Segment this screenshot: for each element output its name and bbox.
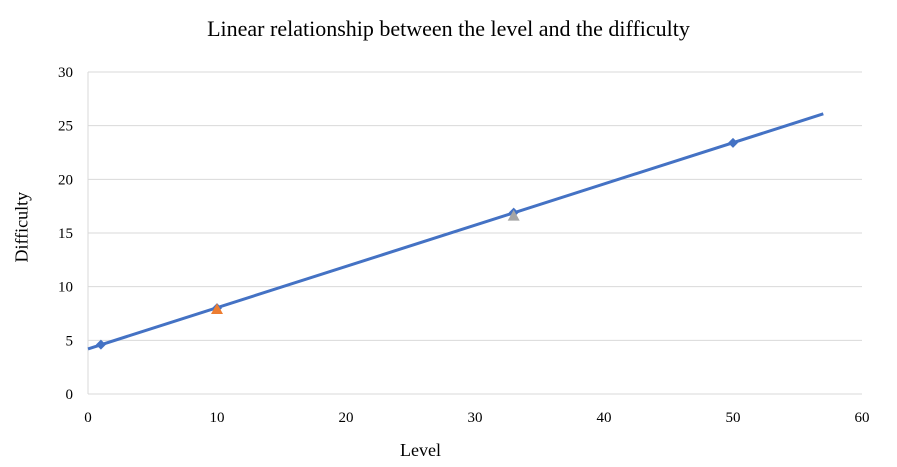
data-point-triangle xyxy=(507,209,520,221)
y-tick-label: 30 xyxy=(58,65,73,81)
y-tick-label: 10 xyxy=(58,280,73,296)
y-tick-label: 15 xyxy=(58,226,73,242)
x-tick-label: 60 xyxy=(855,410,870,426)
x-tick-labels: 0 10 20 30 40 50 60 xyxy=(84,410,869,426)
data-point-diamond xyxy=(728,137,738,148)
gridlines xyxy=(87,71,862,395)
x-tick-label: 40 xyxy=(597,410,612,426)
x-axis-label: Level xyxy=(400,440,441,460)
y-tick-labels: 0 5 10 15 20 25 30 xyxy=(58,65,73,403)
chart-title: Linear relationship between the level an… xyxy=(207,16,690,41)
x-tick-label: 10 xyxy=(210,410,225,426)
y-tick-label: 5 xyxy=(66,333,74,349)
y-tick-label: 20 xyxy=(58,172,73,188)
y-tick-label: 25 xyxy=(58,119,73,135)
x-tick-label: 30 xyxy=(468,410,483,426)
trendline-group xyxy=(87,112,824,351)
trendline xyxy=(87,112,824,351)
data-points xyxy=(95,137,738,350)
x-tick-label: 0 xyxy=(84,410,92,426)
y-tick-label: 0 xyxy=(66,387,74,403)
y-axis-label: Difficulty xyxy=(11,191,32,263)
x-tick-label: 20 xyxy=(339,410,354,426)
data-point-diamond xyxy=(95,339,106,350)
data-point-triangle xyxy=(211,303,223,315)
x-tick-label: 50 xyxy=(726,410,741,426)
